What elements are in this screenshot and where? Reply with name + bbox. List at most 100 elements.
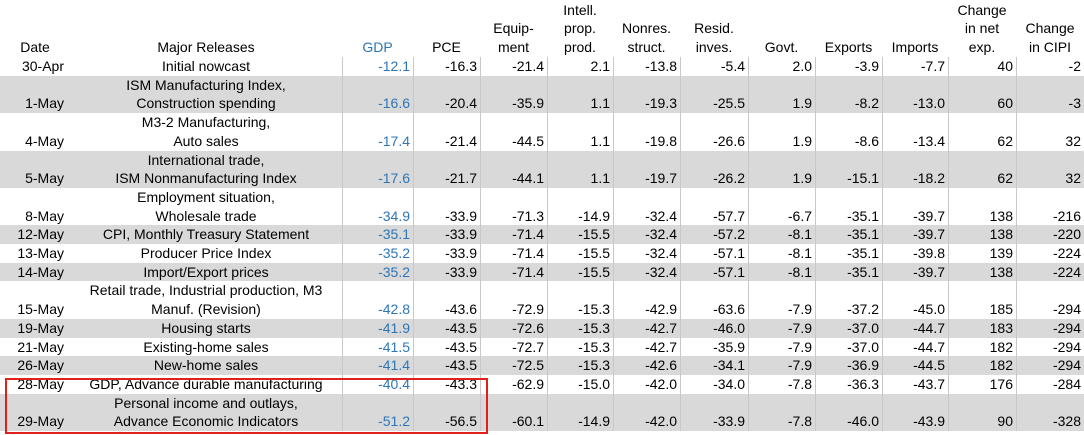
- cell-text: -15.5: [578, 226, 610, 243]
- cell-text: -7.9: [787, 301, 812, 318]
- value-cell: -15.3: [547, 318, 613, 338]
- value-cell: -63.6: [680, 281, 748, 319]
- cell-text: -42.8: [378, 301, 410, 318]
- cell-text: -71.4: [512, 226, 544, 243]
- value-cell: -44.5: [882, 356, 948, 375]
- header-cell: Change in CIPI: [1016, 0, 1084, 57]
- cell-text: -18.2: [913, 170, 945, 187]
- cell-text: -39.7: [913, 263, 945, 280]
- cell-text: -35.2: [378, 263, 410, 280]
- cell-text: 176: [989, 375, 1013, 392]
- value-cell: -8.6: [815, 113, 882, 151]
- value-cell: -13.8: [613, 57, 680, 76]
- cell-text: ISM Manufacturing Index,: [126, 76, 286, 93]
- value-cell: -7.9: [748, 281, 815, 319]
- cell-text: -2: [1068, 58, 1081, 74]
- cell-text: -44.5: [512, 132, 544, 149]
- value-cell: -72.7: [480, 337, 547, 357]
- cell-text: -71.3: [512, 207, 544, 224]
- cell-text: -44.1: [512, 170, 544, 187]
- table-row: 13-May Producer Price Index -35.2 -33.9 -71.…: [0, 244, 1084, 263]
- value-cell: -51.2: [342, 393, 413, 432]
- value-cell: -33.9: [680, 393, 748, 432]
- value-cell: -56.5: [413, 393, 480, 432]
- release-cell: Employment situation, Wholesale trade: [70, 188, 342, 225]
- header-cell: Major Releases: [70, 0, 342, 57]
- header-cell: Exports: [815, 0, 882, 57]
- value-cell: 90: [948, 393, 1016, 432]
- date-cell: 15-May: [0, 281, 70, 318]
- value-cell: -32.4: [613, 244, 680, 263]
- cell-text: -43.5: [445, 319, 477, 336]
- value-cell: -34.9: [342, 187, 413, 226]
- cell-text: -13.8: [645, 58, 677, 74]
- cell-text: 15-May: [17, 301, 64, 318]
- value-cell: -19.3: [613, 75, 680, 114]
- value-cell: -8.2: [815, 75, 882, 114]
- cell-text: -19.3: [645, 95, 677, 112]
- cell-text: -63.6: [713, 301, 745, 318]
- value-cell: -71.3: [480, 187, 547, 226]
- value-cell: -46.0: [680, 318, 748, 338]
- value-cell: -42.7: [613, 337, 680, 357]
- cell-text: Retail trade, Industrial production, M3: [89, 282, 323, 299]
- cell-text: -25.5: [713, 95, 745, 112]
- cell-text: -39.7: [913, 226, 945, 243]
- value-cell: 32: [1016, 113, 1084, 151]
- cell-text: 1.9: [792, 170, 812, 187]
- release-cell: Import/Export prices: [70, 263, 342, 282]
- cell-text: -43.6: [445, 301, 477, 318]
- value-cell: 138: [948, 262, 1016, 282]
- value-cell: 40: [948, 57, 1016, 76]
- value-cell: -25.5: [680, 75, 748, 114]
- cell-text: -44.7: [913, 319, 945, 336]
- value-cell: -328: [1016, 393, 1084, 432]
- table-row: 26-May New-home sales -41.4 -43.5 -72.5 -15.3…: [0, 356, 1084, 375]
- cell-text: 182: [989, 338, 1013, 355]
- cell-text: struct.: [627, 38, 666, 55]
- value-cell: -57.2: [680, 225, 748, 245]
- table-row: 29-May Personal income and outlays, Advanc…: [0, 393, 1084, 432]
- cell-text: -39.7: [913, 207, 945, 224]
- cell-text: 32: [1065, 170, 1081, 187]
- cell-text: -220: [1052, 226, 1081, 243]
- value-cell: -42.6: [613, 356, 680, 375]
- table-row: 15-May Retail trade, Industrial productio…: [0, 281, 1084, 319]
- value-cell: -35.9: [480, 75, 547, 114]
- header-cell: PCE: [413, 0, 480, 57]
- date-cell: 13-May: [0, 244, 70, 263]
- value-cell: -294: [1016, 281, 1084, 319]
- value-cell: -71.4: [480, 225, 547, 245]
- cell-text: -42.7: [645, 338, 677, 355]
- value-cell: -8.1: [748, 262, 815, 282]
- cell-text: -57.1: [713, 245, 745, 262]
- value-cell: -35.2: [342, 244, 413, 263]
- cell-text: -19.7: [645, 170, 677, 187]
- cell-text: -20.4: [445, 95, 477, 112]
- table-row: 5-May International trade, ISM Nonmanufact…: [0, 150, 1084, 188]
- cell-text: -33.9: [445, 245, 477, 262]
- cell-text: 2.0: [792, 58, 812, 74]
- cell-text: Intell.: [563, 1, 597, 18]
- cell-text: PCE: [432, 38, 461, 55]
- value-cell: -72.6: [480, 318, 547, 338]
- cell-text: Manuf. (Revision): [151, 301, 261, 318]
- date-cell: 5-May: [0, 151, 70, 188]
- cell-text: 138: [989, 226, 1013, 243]
- cell-text: -39.8: [913, 245, 945, 262]
- release-cell: Housing starts: [70, 319, 342, 338]
- cell-text: exp.: [968, 38, 996, 55]
- cell-text: in CIPI: [1028, 38, 1071, 55]
- cell-text: -15.5: [578, 263, 610, 280]
- value-cell: -15.5: [547, 225, 613, 245]
- cell-text: -35.9: [512, 95, 544, 112]
- cell-text: -6.7: [787, 207, 812, 224]
- cell-text: Advance Economic Indicators: [113, 413, 299, 430]
- cell-text: 21-May: [17, 338, 64, 355]
- cell-text: -45.0: [913, 301, 945, 318]
- value-cell: -18.2: [882, 150, 948, 188]
- cell-text: 62: [997, 132, 1013, 149]
- table-row: 21-May Existing-home sales -41.5 -43.5 -72.7…: [0, 337, 1084, 357]
- cell-text: 19-May: [17, 319, 64, 336]
- value-cell: -39.7: [882, 187, 948, 226]
